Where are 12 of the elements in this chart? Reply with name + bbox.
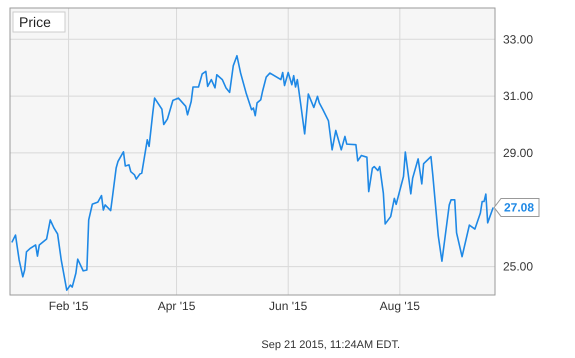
y-tick-label: 29.00	[503, 146, 534, 160]
line-series	[11, 54, 494, 291]
annotation: 27.08	[504, 200, 534, 214]
text: Price	[19, 14, 52, 30]
x-tick-label: Jun '15	[269, 299, 308, 313]
x-tick-label: Feb '15	[48, 299, 89, 313]
y-tick-label: 33.00	[503, 32, 534, 46]
y-tick-label: 31.00	[503, 89, 534, 104]
x-tick-label: Apr '15	[158, 299, 196, 313]
y-tick-label: 25.00	[503, 260, 534, 274]
x-tick-label: Aug '15	[380, 299, 420, 313]
text: Sep 21 2015, 11:24AM EDT.	[261, 339, 400, 351]
